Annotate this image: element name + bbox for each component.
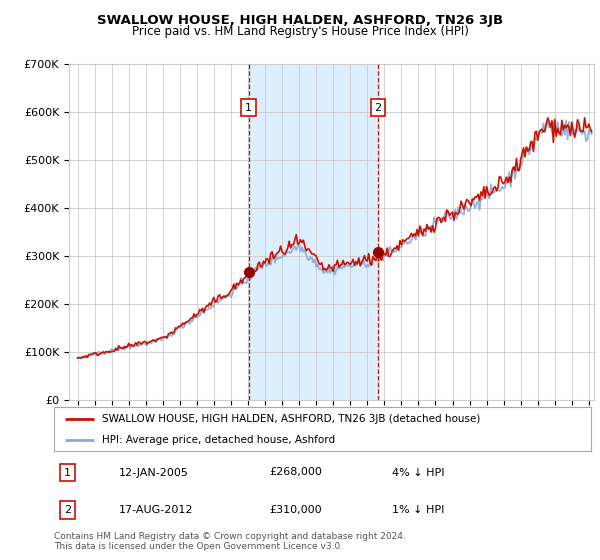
Text: 4% ↓ HPI: 4% ↓ HPI [392,468,445,478]
Text: £268,000: £268,000 [269,468,322,478]
Text: HPI: Average price, detached house, Ashford: HPI: Average price, detached house, Ashf… [103,435,335,445]
Bar [248,64,378,400]
Text: Price paid vs. HM Land Registry's House Price Index (HPI): Price paid vs. HM Land Registry's House … [131,25,469,38]
Text: 1% ↓ HPI: 1% ↓ HPI [392,505,445,515]
Text: 17-AUG-2012: 17-AUG-2012 [118,505,193,515]
Text: 2: 2 [64,505,71,515]
Text: 1: 1 [64,468,71,478]
Text: £310,000: £310,000 [269,505,322,515]
Text: 2: 2 [374,102,382,113]
Text: SWALLOW HOUSE, HIGH HALDEN, ASHFORD, TN26 3JB: SWALLOW HOUSE, HIGH HALDEN, ASHFORD, TN2… [97,14,503,27]
Text: SWALLOW HOUSE, HIGH HALDEN, ASHFORD, TN26 3JB (detached house): SWALLOW HOUSE, HIGH HALDEN, ASHFORD, TN2… [103,414,481,424]
Text: 1: 1 [245,102,252,113]
Text: Contains HM Land Registry data © Crown copyright and database right 2024.
This d: Contains HM Land Registry data © Crown c… [54,532,406,552]
Text: 12-JAN-2005: 12-JAN-2005 [118,468,188,478]
